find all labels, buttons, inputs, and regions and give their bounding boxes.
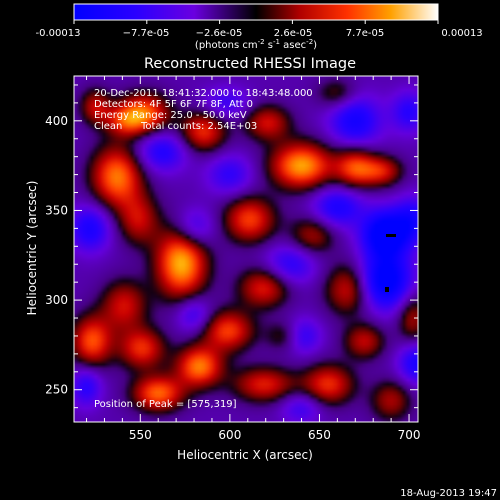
colorbar-tick-label: -0.00013: [36, 28, 81, 39]
colorbar-tick-label: −2.6e-05: [196, 28, 243, 39]
colorbar-tick-label: 0.00013: [441, 28, 482, 39]
x-tick-label: 600: [218, 428, 241, 442]
colorbar-tick-label: 7.7e-05: [346, 28, 384, 39]
chart-title: Reconstructed RHESSI Image: [144, 56, 356, 72]
colorbar-units: (photons cm-2 s-1 asec-2): [195, 38, 317, 51]
plot-frame: [73, 75, 419, 423]
y-tick-label: 300: [45, 293, 68, 307]
x-tick-label: 550: [129, 428, 152, 442]
y-tick-label: 250: [45, 383, 68, 397]
heatmap-image: [74, 76, 418, 422]
colorbar-tick-label: −7.7e-05: [123, 28, 170, 39]
colorbar-tick-label: 2.6e-05: [274, 28, 312, 39]
y-tick-label: 400: [45, 114, 68, 128]
y-axis-label: Heliocentric Y (arcsec): [25, 181, 39, 316]
x-axis-label: Heliocentric X (arcsec): [177, 448, 313, 462]
peak-marker: [386, 234, 396, 237]
annotation-clean: Clean: [94, 121, 122, 132]
y-tick-label: 350: [45, 203, 68, 217]
heatmap: [74, 76, 418, 422]
annotation-counts: Total counts: 2.54E+03: [140, 121, 257, 132]
colorbar: [73, 3, 439, 21]
colorbar-ticks: [73, 20, 439, 24]
annotation-block: 20-Dec-2011 18:41:32.000 to 18:43:48.000…: [94, 88, 313, 410]
axis-tick-labels: 550 600 650 700 250 300 350 400: [45, 114, 420, 442]
axis-ticks: [74, 76, 418, 422]
footer-timestamp: 18-Aug-2013 19:47: [400, 488, 497, 499]
annotation-detectors: Detectors: 4F 5F 6F 7F 8F, Att 0: [94, 99, 253, 110]
x-tick-label: 650: [308, 428, 331, 442]
annotation-peak: Position of Peak = [575,319]: [94, 399, 237, 410]
annotation-time: 20-Dec-2011 18:41:32.000 to 18:43:48.000: [94, 88, 313, 99]
annotation-energy: Energy Range: 25.0 - 50.0 keV: [94, 110, 247, 121]
x-tick-label: 700: [398, 428, 421, 442]
min-marker: [385, 287, 389, 292]
